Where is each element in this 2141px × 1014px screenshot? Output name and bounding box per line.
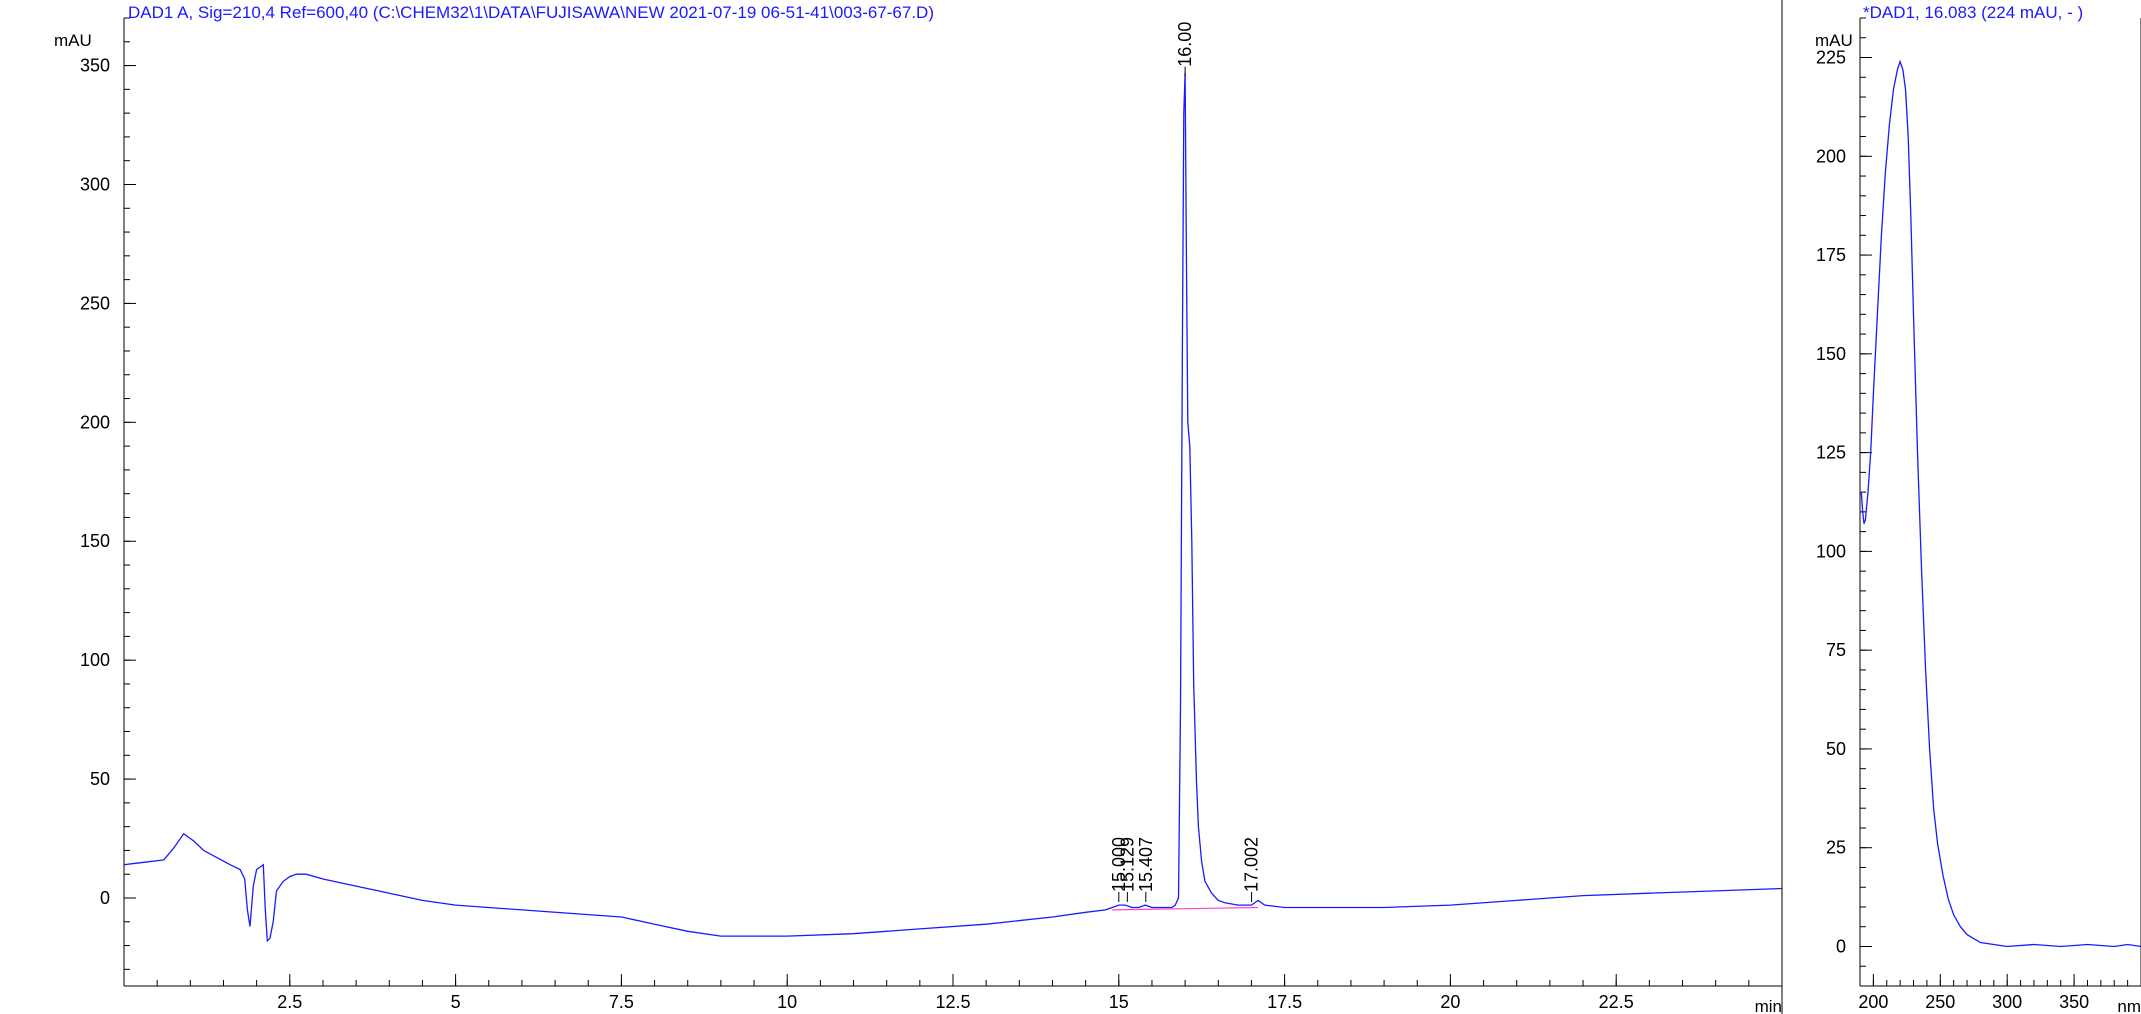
uv-spectrum-series <box>1860 59 2141 948</box>
peak-label: 15.129 <box>1117 837 1137 892</box>
chromatogram-y-tick-label: 250 <box>80 293 110 313</box>
uv-spectrum-y-tick-label: 150 <box>1816 344 1846 364</box>
uv-spectrum-y-tick-label: 225 <box>1816 48 1846 68</box>
uv-spectrum-chart: *DAD1, 16.083 (224 mAU, - ) mAU nm 0 25 50… <box>1815 3 2141 1014</box>
chromatogram-x-tick-label: 22.5 <box>1599 992 1634 1012</box>
chromatogram-y-tick-label: 300 <box>80 174 110 194</box>
chromatogram-y-tick-label: 150 <box>80 531 110 551</box>
uv-spectrum-series-line <box>1860 59 2141 948</box>
chromatogram-x-tick-label: 7.5 <box>609 992 634 1012</box>
chromatogram-ticks: 0 50 100 150 200 250 300 350 2.5 5 7.5 10 12.5 15 17.5… <box>80 56 1634 1012</box>
uv-spectrum-y-tick-label: 200 <box>1816 146 1846 166</box>
uv-spectrum-y-tick-label: 0 <box>1836 936 1846 956</box>
peak-label: 15.407 <box>1136 837 1156 892</box>
uv-spectrum-x-tick-label: 350 <box>2059 992 2089 1012</box>
chromatogram-chart: DAD1 A, Sig=210,4 Ref=600,40 (C:\CHEM32\… <box>54 3 1783 1014</box>
chromatogram-y-tick-label: 100 <box>80 650 110 670</box>
chromatogram-baseline <box>1112 906 1259 911</box>
chromatogram-x-tick-label: 17.5 <box>1267 992 1302 1012</box>
chromatogram-x-unit: min <box>1755 997 1782 1014</box>
chromatogram-series-line <box>123 72 1783 943</box>
uv-spectrum-y-tick-label: 125 <box>1816 443 1846 463</box>
chromatogram-series <box>123 72 1783 943</box>
uv-spectrum-x-tick-label: 250 <box>1925 992 1955 1012</box>
peak-label: 17.002 <box>1242 837 1262 892</box>
uv-spectrum-title: *DAD1, 16.083 (224 mAU, - ) <box>1863 3 2083 22</box>
uv-spectrum-y-tick-label: 25 <box>1826 838 1846 858</box>
chromatogram-y-tick-label: 350 <box>80 56 110 76</box>
chromatogram-x-tick-label: 2.5 <box>277 992 302 1012</box>
chromatogram-x-tick-label: 15 <box>1109 992 1129 1012</box>
chromatogram-axes <box>123 17 1783 987</box>
uv-spectrum-axes <box>1859 17 2141 987</box>
peak-label: 16.00 <box>1175 22 1195 67</box>
uv-spectrum-ticks: 0 25 50 75 100 125 150 175 200 225 200 250 300 350 <box>1816 48 2089 1012</box>
uv-spectrum-y-tick-label: 175 <box>1816 245 1846 265</box>
uv-spectrum-y-tick-label: 50 <box>1826 739 1846 759</box>
chromatogram-x-tick-label: 5 <box>451 992 461 1012</box>
chromatogram-y-unit: mAU <box>54 31 92 50</box>
peak-label: 15.000 <box>1109 837 1129 892</box>
chromatogram-x-tick-label: 10 <box>777 992 797 1012</box>
uv-spectrum-x-tick-label: 300 <box>1992 992 2022 1012</box>
chromatogram-y-tick-label: 50 <box>90 769 110 789</box>
uv-spectrum-x-tick-label: 200 <box>1858 992 1888 1012</box>
chromatogram-x-tick-label: 12.5 <box>935 992 970 1012</box>
uv-spectrum-y-unit: mAU <box>1815 31 1853 50</box>
chromatogram-x-tick-label: 20 <box>1440 992 1460 1012</box>
uv-spectrum-y-tick-label: 75 <box>1826 640 1846 660</box>
uv-spectrum-y-tick-label: 100 <box>1816 541 1846 561</box>
chromatogram-title: DAD1 A, Sig=210,4 Ref=600,40 (C:\CHEM32\… <box>128 3 934 22</box>
chromatogram-y-tick-label: 0 <box>100 888 110 908</box>
chromatogram-y-tick-label: 200 <box>80 412 110 432</box>
uv-spectrum-x-unit: nm <box>2117 997 2141 1014</box>
